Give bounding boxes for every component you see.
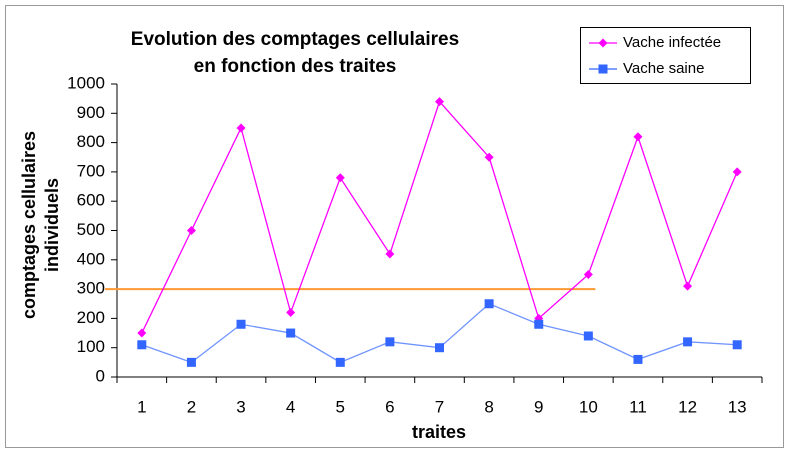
point [385,249,395,259]
y-tick-label: 900 [77,103,105,122]
chart-title: en fonction des traites [194,56,397,77]
legend-label: Vache infectée [623,34,721,51]
x-tick-label: 11 [629,397,647,416]
point [732,167,742,177]
y-tick-label: 200 [77,308,105,327]
point [484,299,494,309]
x-tick-label: 4 [286,397,295,416]
x-tick-label: 12 [678,397,697,416]
point [335,173,345,183]
y-tick-label: 500 [77,220,105,239]
x-tick-label: 10 [579,397,598,416]
legend-marker [598,38,608,48]
x-tick-label: 3 [236,397,245,416]
point [583,331,593,341]
point [683,281,693,291]
point [385,337,395,347]
point [732,340,742,350]
x-tick-label: 2 [187,397,196,416]
y-tick-label: 600 [77,191,105,210]
point [633,132,643,142]
point [683,337,693,347]
x-tick-label: 8 [484,397,493,416]
legend-box [580,27,751,84]
x-tick-label: 9 [534,397,543,416]
chart-title: Evolution des comptages cellulaires [131,29,459,50]
y-tick-label: 400 [77,249,105,268]
point [137,340,147,350]
y-tick-label: 0 [96,366,105,385]
point [286,308,296,318]
y-axis-title: individuels [42,178,62,272]
x-tick-label: 5 [336,397,345,416]
point [435,343,444,353]
x-tick-label: 1 [137,397,146,416]
point [335,357,345,367]
point [236,123,246,133]
point [137,328,147,338]
x-tick-label: 6 [385,397,394,416]
y-axis-title: comptages cellulaires [19,131,39,319]
x-axis-title: traites [412,422,466,442]
point [186,226,196,235]
y-tick-label: 300 [77,279,105,298]
x-tick-label: 7 [435,397,444,416]
y-tick-label: 800 [77,132,105,151]
y-tick-label: 700 [77,161,105,180]
y-tick-label: 100 [77,337,105,356]
point [186,357,196,367]
y-tick-label: 1000 [67,73,105,92]
point [583,269,593,279]
point [534,319,544,329]
point [435,97,444,107]
point [286,328,296,338]
legend-marker [598,64,608,74]
point [236,319,246,329]
point [484,152,494,162]
legend-label: Vache saine [623,60,704,77]
x-tick-label: 13 [728,397,747,416]
point [633,354,643,364]
